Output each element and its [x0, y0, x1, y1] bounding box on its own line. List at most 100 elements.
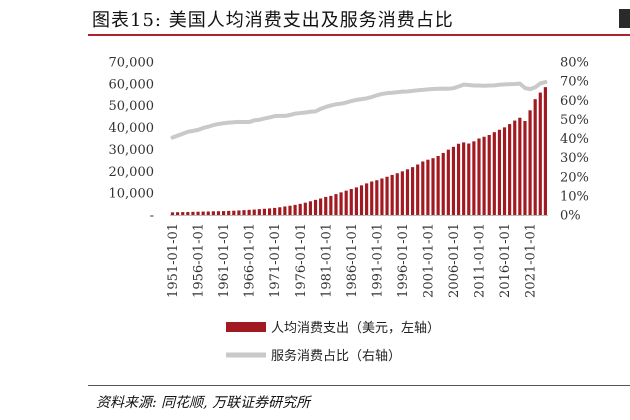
right-axis: 0% 10% 20% 30% 40% 50% 60% 70% 80% [560, 56, 589, 224]
bar-2009-01-01 [467, 143, 471, 215]
bar-2019-01-01 [518, 117, 522, 215]
bar-2010-01-01 [472, 141, 476, 215]
bar-2011-01-01 [477, 138, 481, 215]
bar-1995-01-01 [395, 173, 399, 215]
bar-2016-01-01 [502, 127, 507, 215]
bar-2003-01-01 [436, 155, 440, 215]
right-tick-label: 30% [560, 151, 589, 166]
bar-2001-01-01 [426, 159, 430, 215]
left-tick-label: - [150, 209, 154, 224]
bar-1965-01-01 [242, 210, 246, 215]
x-tick-label: 2011-01-01 [473, 223, 488, 298]
x-tick-label: 2021-01-01 [524, 223, 539, 298]
left-tick-label: 50,000 [109, 99, 155, 114]
x-tick-label: 2016-01-01 [498, 223, 513, 298]
right-tick-label: 10% [560, 189, 589, 204]
x-tick-label: 1981-01-01 [319, 223, 334, 298]
bar-1987-01-01 [354, 187, 358, 215]
x-tick-label: 1951-01-01 [166, 223, 181, 298]
bar-1993-01-01 [385, 176, 389, 215]
bar-1953-01-01 [181, 212, 185, 215]
x-tick-label: 2001-01-01 [421, 223, 436, 298]
bar-2024-01-01 [543, 87, 547, 215]
left-axis: - 10,000 20,000 30,000 40,000 50,000 60,000 70,… [109, 56, 155, 224]
bar-1990-01-01 [370, 181, 374, 215]
right-tick-label: 0% [560, 209, 581, 224]
legend-swatch-bar [226, 322, 266, 332]
bar-1999-01-01 [416, 164, 420, 215]
bar-series [170, 87, 547, 216]
legend-label-bar: 人均消费支出（美元，左轴） [271, 321, 440, 336]
bar-1984-01-01 [339, 192, 343, 215]
bar-2008-01-01 [462, 142, 466, 215]
bar-1979-01-01 [313, 199, 318, 215]
title-divider [88, 34, 630, 36]
bar-1977-01-01 [303, 202, 307, 215]
bar-2018-01-01 [513, 120, 517, 215]
left-tick-label: 40,000 [109, 121, 155, 136]
bar-1951-01-01 [170, 212, 175, 215]
bar-1996-01-01 [400, 171, 404, 215]
x-tick-label: 1996-01-01 [396, 223, 411, 298]
bar-1997-01-01 [405, 169, 410, 215]
bar-1956-01-01 [196, 211, 200, 215]
bar-2013-01-01 [487, 135, 491, 215]
bar-1982-01-01 [329, 195, 333, 216]
bar-1952-01-01 [176, 212, 180, 215]
bar-1986-01-01 [349, 189, 353, 215]
x-tick-label: 1966-01-01 [243, 223, 258, 298]
bar-1963-01-01 [232, 210, 236, 215]
left-tick-label: 30,000 [109, 143, 155, 158]
x-tick-label: 1986-01-01 [345, 223, 360, 298]
bar-2000-01-01 [421, 161, 425, 215]
chart-area: - 10,000 20,000 30,000 40,000 50,000 60,000 70,… [109, 56, 589, 365]
corner-marker [619, 9, 630, 28]
bar-1983-01-01 [334, 194, 338, 215]
bar-1968-01-01 [257, 209, 261, 215]
bar-2022-01-01 [533, 99, 537, 215]
legend: 人均消费支出（美元，左轴） 服务消费占比（右轴） [226, 321, 440, 364]
service-share-line [170, 80, 548, 140]
bar-1981-01-01 [324, 196, 328, 215]
figure-title: 图表15: 美国人均消费支出及服务消费占比 [92, 10, 454, 31]
bar-1988-01-01 [359, 185, 364, 215]
x-axis: 1951-01-01 1956-01-01 1961-01-01 1966-01-01… [166, 223, 539, 298]
left-tick-label: 70,000 [109, 56, 155, 71]
bar-2005-01-01 [446, 149, 450, 215]
legend-label-line: 服务消费占比（右轴） [271, 348, 401, 364]
right-tick-label: 70% [560, 75, 589, 90]
bar-1972-01-01 [278, 207, 282, 215]
bar-1964-01-01 [237, 210, 241, 215]
bar-2004-01-01 [441, 152, 445, 215]
bar-1969-01-01 [262, 208, 267, 215]
bar-1991-01-01 [375, 180, 379, 215]
bar-2015-01-01 [497, 129, 502, 215]
bar-2012-01-01 [482, 136, 486, 215]
x-tick-label: 1991-01-01 [370, 223, 385, 298]
bar-1971-01-01 [273, 207, 277, 215]
bar-1980-01-01 [319, 198, 323, 215]
left-tick-label: 10,000 [109, 187, 155, 202]
bar-1976-01-01 [298, 203, 302, 215]
left-tick-label: 60,000 [109, 77, 155, 92]
x-tick-label: 1956-01-01 [192, 223, 207, 298]
x-tick-label: 1961-01-01 [217, 223, 232, 298]
bar-1966-01-01 [247, 209, 251, 215]
x-tick-label: 1971-01-01 [268, 223, 283, 298]
right-tick-label: 60% [560, 94, 589, 109]
bar-1967-01-01 [252, 209, 256, 215]
bar-1978-01-01 [308, 201, 313, 215]
bar-2006-01-01 [451, 146, 456, 215]
right-tick-label: 50% [560, 113, 589, 128]
bar-1973-01-01 [283, 206, 287, 215]
left-tick-label: 20,000 [109, 165, 155, 180]
bar-1957-01-01 [201, 211, 205, 215]
bar-2002-01-01 [431, 158, 435, 215]
bar-1985-01-01 [344, 190, 348, 215]
bar-1989-01-01 [365, 183, 369, 215]
bar-1994-01-01 [390, 174, 394, 215]
x-tick-label: 2006-01-01 [447, 223, 462, 298]
bar-1954-01-01 [186, 212, 190, 215]
source-note: 资料来源: 同花顺, 万联证券研究所 [96, 395, 311, 411]
right-tick-label: 20% [560, 170, 589, 185]
